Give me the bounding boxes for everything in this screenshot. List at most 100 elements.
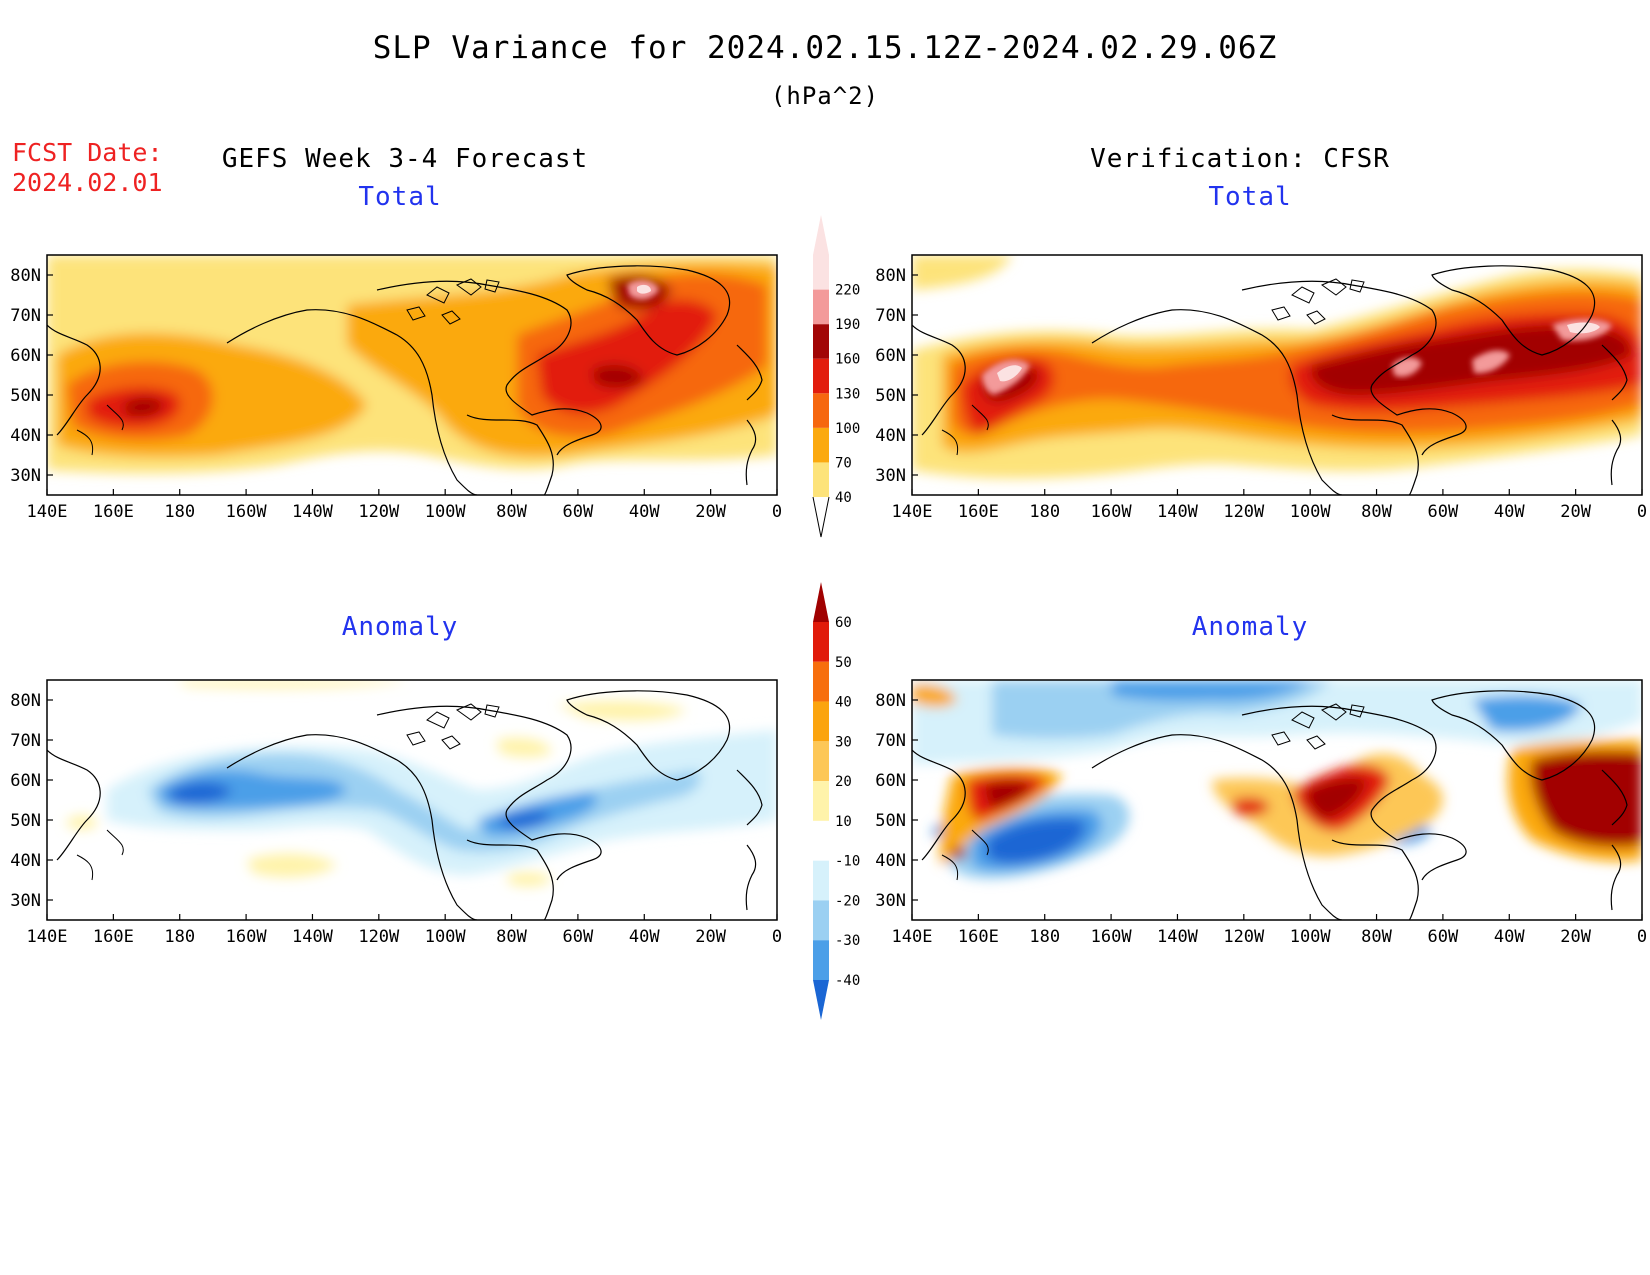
colorbar-anomaly-swatch xyxy=(813,741,829,782)
lon-tick-label: 80W xyxy=(496,502,527,522)
lon-tick-label: 0 xyxy=(772,927,782,947)
lon-tick-label: 40W xyxy=(629,502,660,522)
lon-tick-label: 100W xyxy=(425,927,467,947)
lon-tick-label: 180 xyxy=(164,927,195,947)
lat-tick-label: 50N xyxy=(10,386,41,406)
colorbar-anomaly-label: 20 xyxy=(835,774,852,790)
lon-tick-label: 100W xyxy=(425,502,467,522)
lat-tick-label: 40N xyxy=(10,851,41,871)
lon-tick-label: 160W xyxy=(226,927,268,947)
lon-tick-label: 60W xyxy=(1428,502,1459,522)
colorbar-anomaly-label: -30 xyxy=(835,933,860,949)
colorbar-anomaly-swatch xyxy=(813,781,829,821)
colorbar-total-label: 190 xyxy=(835,317,860,333)
lon-tick-label: 40W xyxy=(1494,927,1525,947)
colorbar-anomaly-swatch xyxy=(813,661,829,702)
lat-tick-label: 40N xyxy=(875,426,906,446)
axes-layer: 140E 160E 180 160W 140W 120W 100W 80W 60W 40W 20W 0… xyxy=(10,266,1647,947)
left-column-header: GEFS Week 3-4 Forecast xyxy=(221,144,589,174)
frame-gefs-total xyxy=(46,254,778,496)
lat-tick-label: 30N xyxy=(10,466,41,486)
lon-tick-label: 140W xyxy=(292,502,334,522)
colorbar-total-label: 160 xyxy=(835,352,860,368)
lon-tick-label: 0 xyxy=(1637,927,1647,947)
lon-tick-label: 120W xyxy=(1223,927,1265,947)
colorbar-anomaly-label: -10 xyxy=(835,854,860,870)
map-cfsr-anomaly xyxy=(912,680,1642,920)
colorbar-anomaly-label: -40 xyxy=(835,973,860,989)
colorbar-anomaly-label: -20 xyxy=(835,893,860,909)
colorbar-total-label: 220 xyxy=(835,283,860,299)
lon-tick-label: 40W xyxy=(1494,502,1525,522)
colorbar-anomaly-swatch xyxy=(813,860,829,901)
colorbar-total-label: 40 xyxy=(835,490,852,506)
lon-tick-label: 140E xyxy=(27,927,68,947)
right-column-header: Verification: CFSR xyxy=(1090,144,1390,174)
colorbar-total-swatch xyxy=(813,393,829,428)
lon-tick-label: 60W xyxy=(1428,927,1459,947)
lon-tick-label: 0 xyxy=(1637,502,1647,522)
lon-tick-label: 160E xyxy=(958,927,999,947)
fcst-date: FCST Date: 2024.02.01 xyxy=(12,138,163,198)
lon-tick-label: 160E xyxy=(93,502,134,522)
lat-tick-label: 50N xyxy=(875,811,906,831)
colorbar-total-swatch xyxy=(813,324,829,359)
map-gefs-anomaly xyxy=(47,680,777,920)
lon-tick-label: 20W xyxy=(1560,502,1591,522)
frame-cfsr-total xyxy=(911,254,1643,496)
lat-tick-label: 80N xyxy=(10,691,41,711)
map-cfsr-total xyxy=(912,255,1642,495)
lon-tick-label: 160W xyxy=(1091,502,1133,522)
map-gefs-total xyxy=(47,255,777,495)
lat-tick-label: 40N xyxy=(10,426,41,446)
panel-title-gefs-anomaly: Anomaly xyxy=(341,612,459,642)
colorbar-total-swatch xyxy=(813,358,829,394)
frame-gefs-anomaly xyxy=(46,679,778,921)
lon-tick-label: 160E xyxy=(958,502,999,522)
lon-tick-label: 60W xyxy=(563,927,594,947)
lat-tick-label: 40N xyxy=(875,851,906,871)
frame-cfsr-anomaly xyxy=(911,679,1643,921)
lat-tick-label: 60N xyxy=(875,346,906,366)
panel-title-gefs-total: Total xyxy=(358,182,442,212)
lon-tick-label: 20W xyxy=(1560,927,1591,947)
lat-tick-label: 60N xyxy=(875,771,906,791)
fcst-date-label: FCST Date: xyxy=(12,138,163,167)
colorbar-total-swatch xyxy=(813,255,829,290)
lat-tick-label: 60N xyxy=(10,346,41,366)
lon-tick-label: 180 xyxy=(1029,502,1060,522)
colorbar-total-swatch xyxy=(813,427,829,463)
lon-tick-label: 160W xyxy=(1091,927,1133,947)
lon-tick-label: 120W xyxy=(1223,502,1265,522)
lon-tick-label: 40W xyxy=(629,927,660,947)
lat-tick-label: 30N xyxy=(875,891,906,911)
colorbar-total-lower-cap xyxy=(812,496,830,538)
colorbar-total-label: 70 xyxy=(835,455,852,471)
colorbar-anomaly-swatch xyxy=(813,940,829,980)
colorbar-anomaly: 60 50 40 30 20 10 -10 -20 -30 -40 xyxy=(813,582,860,1020)
lat-tick-label: 80N xyxy=(875,691,906,711)
figure-title: SLP Variance for 2024.02.15.12Z-2024.02.… xyxy=(372,30,1278,66)
lat-tick-label: 80N xyxy=(875,266,906,286)
lon-tick-label: 160E xyxy=(93,927,134,947)
colorbar-anomaly-swatch xyxy=(813,622,829,662)
lat-tick-label: 60N xyxy=(10,771,41,791)
lon-tick-label: 140E xyxy=(892,502,933,522)
lon-tick-label: 120W xyxy=(358,927,400,947)
colorbar-total: 40 70 100 130 160 190 220 xyxy=(812,215,860,538)
colorbar-anomaly-label: 50 xyxy=(835,655,852,671)
lat-tick-label: 50N xyxy=(875,386,906,406)
lon-tick-label: 100W xyxy=(1290,927,1332,947)
figure-units: (hPa^2) xyxy=(770,82,880,110)
lon-tick-label: 20W xyxy=(695,927,726,947)
fcst-date-value: 2024.02.01 xyxy=(12,168,163,197)
lat-tick-label: 70N xyxy=(875,306,906,326)
lon-tick-label: 80W xyxy=(1361,927,1392,947)
lon-tick-label: 180 xyxy=(164,502,195,522)
colorbar-anomaly-label: 10 xyxy=(835,814,852,830)
lon-tick-label: 100W xyxy=(1290,502,1332,522)
colorbar-anomaly-swatch xyxy=(813,900,829,941)
lon-tick-label: 140W xyxy=(1157,502,1199,522)
lon-tick-label: 80W xyxy=(496,927,527,947)
